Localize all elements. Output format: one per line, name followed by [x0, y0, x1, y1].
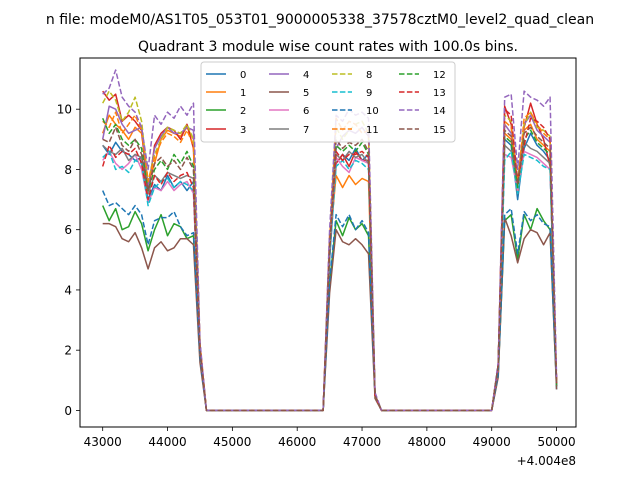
legend-label-1: 1 [240, 88, 246, 99]
legend-label-7: 7 [303, 125, 309, 136]
x-tick-label: 43000 [84, 435, 122, 449]
legend-frame [200, 61, 456, 143]
legend-label-10: 10 [366, 106, 379, 117]
y-tick-label: 8 [64, 163, 72, 177]
series-layer [101, 69, 558, 412]
y-axis: 0 2 4 6 8 10 [57, 103, 80, 418]
x-axis: 43000 44000 45000 46000 47000 48000 49000 50000 [84, 427, 576, 449]
legend-label-11: 11 [366, 125, 379, 136]
legend-label-2: 2 [240, 106, 246, 117]
x-tick-label: 47000 [343, 435, 381, 449]
legend-label-14: 14 [433, 106, 446, 117]
y-tick-label: 2 [64, 344, 72, 358]
x-tick-label: 48000 [408, 435, 446, 449]
axes-title: Quadrant 3 module wise count rates with … [138, 39, 518, 55]
y-tick-label: 10 [57, 103, 72, 117]
legend-label-5: 5 [303, 88, 309, 99]
legend-label-0: 0 [240, 70, 246, 81]
x-tick-label: 46000 [278, 435, 316, 449]
legend-label-4: 4 [303, 70, 309, 81]
legend-label-6: 6 [303, 106, 309, 117]
x-tick-label: 44000 [148, 435, 186, 449]
legend-label-9: 9 [366, 88, 372, 99]
y-tick-label: 4 [64, 283, 72, 297]
x-offset-label: +4.004e8 [517, 454, 576, 468]
series-line-15 [102, 126, 558, 412]
legend-label-3: 3 [240, 125, 246, 136]
series-line-14 [102, 69, 558, 412]
y-tick-label: 6 [64, 223, 72, 237]
x-tick-label: 49000 [473, 435, 511, 449]
legend-label-8: 8 [366, 70, 372, 81]
x-tick-label: 45000 [213, 435, 251, 449]
y-tick-label: 0 [64, 404, 72, 418]
plot-frame [79, 57, 577, 428]
legend-label-15: 15 [433, 125, 446, 136]
legend-label-12: 12 [433, 70, 446, 81]
legend-label-13: 13 [433, 88, 446, 99]
figure-suptitle: n file: modeM0/AS1T05_053T01_9000005338_… [46, 12, 594, 28]
x-tick-label: 50000 [537, 435, 575, 449]
